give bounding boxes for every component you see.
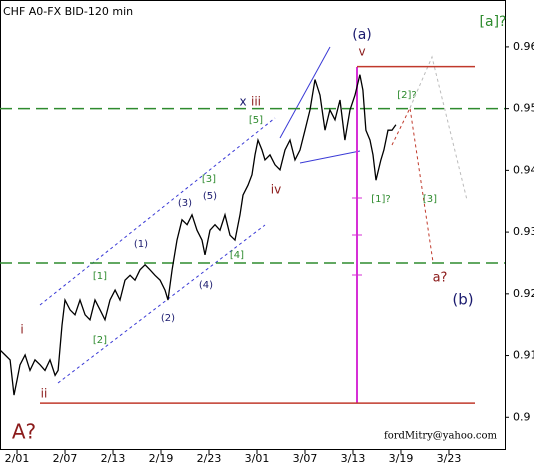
triangle-lower [299,150,361,164]
wave-label: v [358,45,365,59]
wave-label: ii [41,387,48,401]
channel-lower [57,224,266,384]
wave-label: x [239,95,246,109]
wave-label: [5] [249,115,263,126]
credit: fordMitry@yahoo.com [384,431,498,442]
y-tick-label: 0.95 [513,102,534,115]
x-tick-label: 2/01 [5,452,30,465]
x-tick-label: 3/07 [293,452,318,465]
chart-title: CHF A0-FX BID-120 min [3,5,133,18]
wave-label: (3) [178,198,192,209]
wave-label: [1]? [371,194,390,205]
x-tick-label: 2/13 [101,452,126,465]
time-line [352,67,362,403]
y-tick-label: 0.93 [513,225,534,238]
wave-label: (4) [199,280,213,291]
y-tick-label: 0.91 [513,349,534,362]
x-tick-label: 3/13 [341,452,366,465]
x-tick-label: 3/01 [245,452,270,465]
y-tick-label: 0.9 [513,410,531,423]
y-tick-label: 0.96 [513,40,534,53]
y-tick-label: 0.94 [513,163,534,176]
projection-red [391,106,434,263]
wave-label: i [20,323,23,337]
x-tick-label: 3/19 [389,452,414,465]
wave-label: a? [433,271,448,286]
x-tick-label: 2/07 [53,452,78,465]
x-tick-label: 2/19 [149,452,174,465]
wave-label: (b) [452,291,473,309]
wave-label: iv [271,183,281,197]
wave-label: (a) [352,27,372,43]
wave-label: [2] [93,335,107,346]
triangle-upper [279,46,331,139]
wave-label: [4] [230,250,244,261]
plot-frame [0,0,506,450]
channel-upper [39,117,276,306]
projection-gray [409,55,468,201]
wave-label: (1) [134,239,148,250]
wave-label: iii [251,95,261,109]
wave-label: (2) [161,313,175,324]
price-line [0,74,397,396]
y-tick-label: 0.92 [513,287,534,300]
wave-label: [3] [202,174,216,185]
x-tick-label: 2/23 [197,452,222,465]
wave-label: [1] [93,271,107,282]
wave-label: A? [12,420,36,444]
x-tick-label: 3/23 [437,452,462,465]
wave-label: [a]? [480,14,507,30]
wave-label: [2]? [397,90,416,101]
wave-label: (5) [203,191,217,202]
channel [39,46,361,384]
wave-label: [3] [423,194,437,205]
